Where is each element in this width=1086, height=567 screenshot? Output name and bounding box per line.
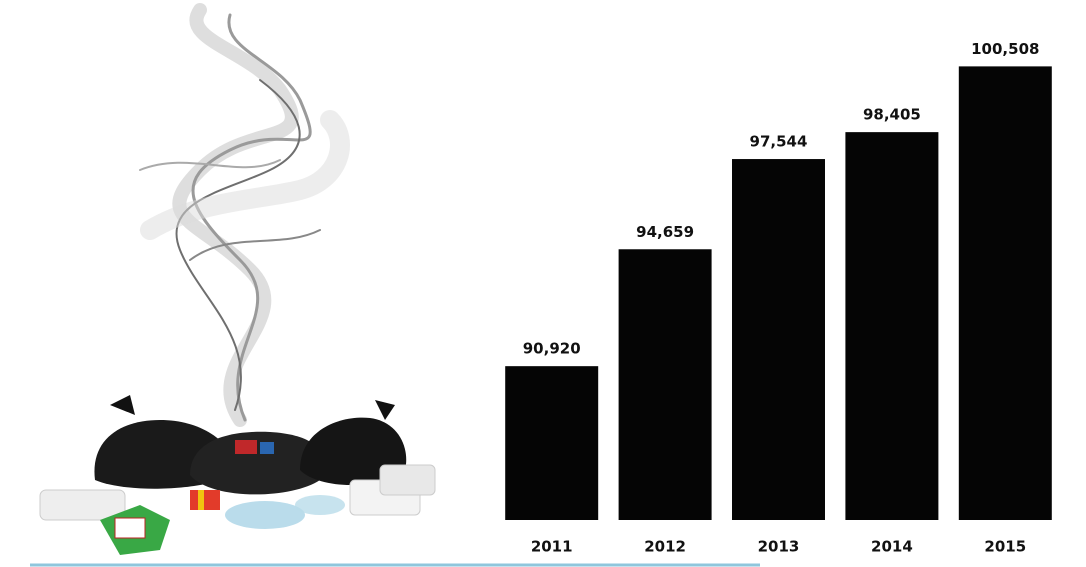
bar [505, 366, 599, 520]
value-label: 94,659 [636, 223, 694, 241]
x-tick-label: 2012 [644, 538, 686, 556]
x-tick-label: 2015 [984, 538, 1026, 556]
litter [39, 440, 436, 555]
bar [958, 66, 1052, 520]
smoke [139, 3, 350, 427]
trash-bags [94, 395, 407, 495]
bar [618, 249, 712, 520]
illustration [30, 3, 760, 567]
value-label: 90,920 [523, 340, 581, 358]
value-label: 98,405 [863, 106, 921, 124]
value-label: 97,544 [750, 133, 808, 151]
bar [732, 159, 825, 520]
x-tick-label: 2014 [871, 538, 913, 556]
x-tick-label: 2011 [531, 538, 573, 556]
bar [845, 132, 939, 520]
x-tick-label: 2013 [758, 538, 800, 556]
value-label: 100,508 [971, 40, 1039, 58]
